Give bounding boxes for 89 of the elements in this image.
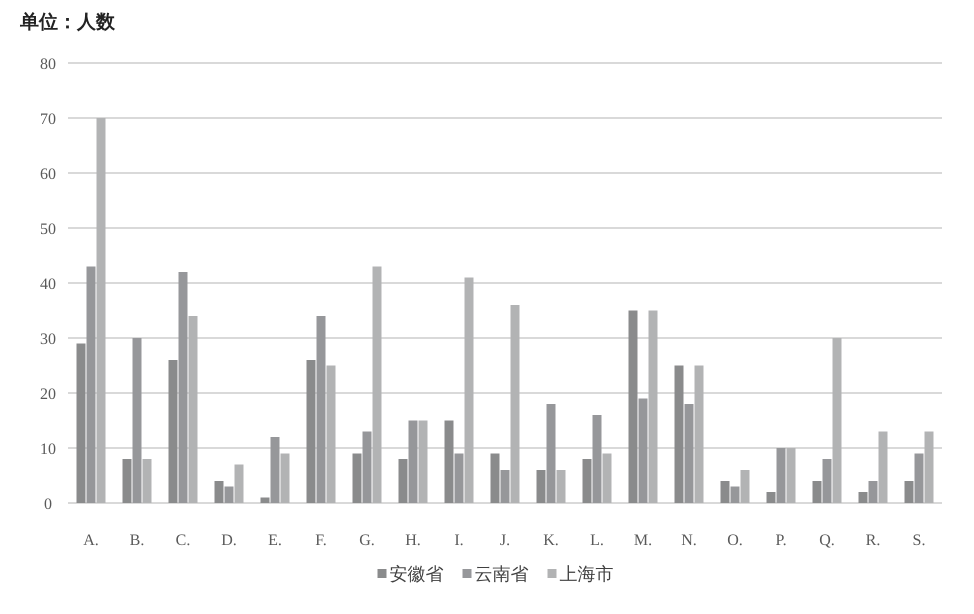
- bar: [260, 498, 270, 503]
- bar: [510, 305, 520, 503]
- bar: [602, 454, 612, 503]
- y-tick-label: 60: [40, 166, 56, 183]
- bar: [234, 464, 244, 503]
- bar: [766, 492, 776, 503]
- bar: [96, 118, 106, 503]
- x-tick-label: E.: [268, 532, 282, 549]
- bar: [628, 310, 638, 503]
- bar: [684, 404, 694, 503]
- bar: [418, 420, 428, 503]
- bar: [868, 481, 878, 503]
- bar: [730, 486, 740, 503]
- bar: [408, 420, 418, 503]
- y-tick-label: 30: [40, 331, 56, 348]
- bar: [638, 398, 648, 503]
- bar: [924, 432, 934, 503]
- bar: [316, 316, 326, 503]
- bar: [878, 432, 888, 503]
- y-tick-label: 80: [40, 56, 56, 73]
- bar: [214, 481, 224, 503]
- y-tick-label: 10: [40, 441, 56, 458]
- x-tick-label: N.: [681, 532, 697, 549]
- x-tick-label: D.: [221, 532, 237, 549]
- x-tick-label: I.: [454, 532, 464, 549]
- bar: [592, 415, 602, 503]
- x-tick-label: S.: [912, 532, 926, 549]
- x-tick-label: Q.: [819, 532, 835, 549]
- bar: [812, 481, 822, 503]
- x-tick-label: K.: [543, 532, 559, 549]
- bar: [306, 360, 316, 503]
- bar: [280, 454, 290, 503]
- bar: [178, 272, 188, 503]
- bar: [648, 310, 658, 503]
- bar: [582, 459, 592, 503]
- bar: [464, 278, 474, 503]
- bar: [740, 470, 750, 503]
- legend-label: 安徽省: [390, 564, 444, 585]
- bar: [720, 481, 730, 503]
- bar: [674, 366, 684, 503]
- x-tick-label: C.: [176, 532, 190, 549]
- bar: [904, 481, 914, 503]
- bar: [122, 459, 132, 503]
- x-tick-label: A.: [83, 532, 99, 549]
- bar: [132, 338, 142, 503]
- x-tick-label: P.: [775, 532, 787, 549]
- bar: [556, 470, 566, 503]
- y-tick-label: 40: [40, 276, 56, 293]
- bar: [362, 432, 372, 503]
- legend-label: 上海市: [560, 564, 614, 585]
- bar: [490, 454, 500, 503]
- x-tick-label: L.: [590, 532, 604, 549]
- bar: [142, 459, 152, 503]
- x-tick-label: M.: [634, 532, 652, 549]
- bar: [832, 338, 842, 503]
- bar: [326, 366, 336, 503]
- x-tick-label: H.: [405, 532, 421, 549]
- bar: [536, 470, 546, 503]
- bar: [224, 486, 234, 503]
- bar: [270, 437, 280, 503]
- x-tick-label: R.: [866, 532, 880, 549]
- bar: [86, 266, 96, 503]
- y-tick-label: 70: [40, 111, 56, 128]
- x-tick-label: O.: [727, 532, 743, 549]
- chart-title: 单位：人数: [19, 11, 116, 33]
- y-tick-label: 20: [40, 386, 56, 403]
- bar: [188, 316, 198, 503]
- bar: [694, 366, 704, 503]
- legend-label: 云南省: [474, 564, 528, 585]
- bar: [500, 470, 510, 503]
- x-tick-label: J.: [500, 532, 510, 549]
- bar: [76, 344, 86, 503]
- x-tick-label: G.: [359, 532, 375, 549]
- y-tick-label: 0: [44, 496, 52, 513]
- bar: [398, 459, 408, 503]
- y-tick-label: 50: [40, 221, 56, 238]
- bar: [168, 360, 178, 503]
- bar: [444, 420, 454, 503]
- bar: [822, 459, 832, 503]
- bar: [786, 448, 796, 503]
- bar: [372, 266, 382, 503]
- bar: [858, 492, 868, 503]
- x-tick-label: F.: [315, 532, 327, 549]
- bar: [546, 404, 556, 503]
- bar: [776, 448, 786, 503]
- bar: [914, 454, 924, 503]
- x-tick-label: B.: [130, 532, 144, 549]
- bar: [352, 454, 362, 503]
- bar: [454, 454, 464, 503]
